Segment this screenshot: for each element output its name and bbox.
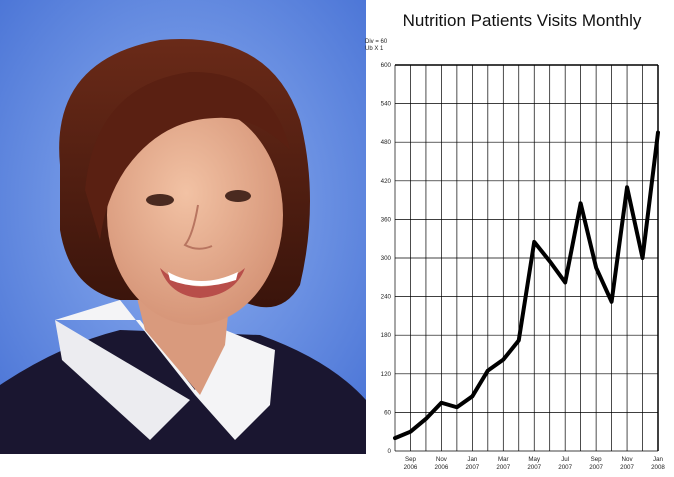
y-tick-label: 480	[381, 139, 392, 146]
y-tick-label: 600	[381, 62, 392, 69]
data-point	[610, 300, 613, 303]
data-point	[579, 202, 582, 205]
data-point	[471, 395, 474, 398]
x-tick-label: May 2007	[527, 456, 541, 471]
portrait-photo	[0, 0, 366, 454]
x-tick-label: Sep 2007	[589, 456, 603, 471]
y-tick-label: 240	[381, 294, 392, 301]
data-point	[641, 257, 644, 259]
data-point	[394, 437, 396, 439]
line-chart: 0 60 120 180 240 300 360 420 480 540 600 Sep 2006 Nov…	[381, 62, 666, 471]
x-tick-label: Nov 2007	[620, 456, 634, 471]
data-point	[409, 430, 412, 433]
y-tick-label: 420	[381, 178, 392, 185]
y-tick-label: 0	[388, 448, 392, 455]
x-tick-label: Sep 2006	[404, 456, 418, 471]
scale-note-line: Div = 60	[365, 39, 388, 45]
data-point	[517, 339, 520, 342]
y-tick-label: 180	[381, 332, 392, 339]
chart-scale-note: Div = 60 Ub X 1	[365, 39, 387, 53]
series-line	[393, 130, 660, 441]
scale-note-line: Ub X 1	[365, 46, 384, 52]
data-point	[548, 260, 551, 263]
y-tick-label: 60	[384, 409, 391, 416]
data-point	[564, 281, 566, 284]
data-point	[595, 266, 597, 269]
data-point	[502, 358, 505, 361]
data-point	[533, 241, 536, 243]
data-point	[456, 406, 458, 409]
data-point	[440, 401, 443, 404]
data-point	[626, 186, 628, 189]
x-tick-label: Jul 2007	[558, 456, 572, 471]
y-tick-label: 540	[381, 101, 392, 108]
x-tick-label: Jan 2007	[465, 456, 479, 471]
chart-title: Nutrition Patients Visits Monthly	[402, 11, 642, 30]
x-tick-label: Mar 2007	[496, 456, 510, 471]
data-point	[487, 369, 489, 372]
x-tick-label: Jan 2008	[651, 456, 665, 471]
x-tick-label: Nov 2006	[435, 456, 449, 471]
y-tick-label: 360	[381, 216, 392, 223]
data-point	[425, 418, 427, 420]
y-tick-label: 120	[381, 371, 392, 378]
y-tick-label: 300	[381, 255, 392, 262]
data-point	[657, 131, 659, 134]
